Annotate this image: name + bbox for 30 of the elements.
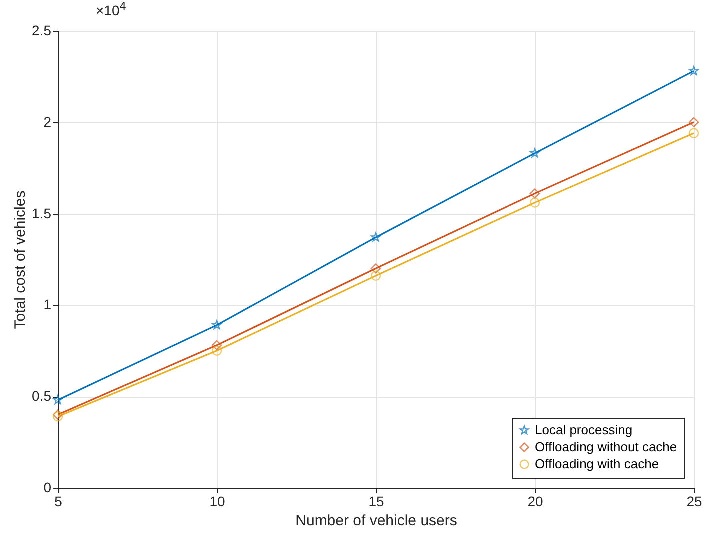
legend-label: Local processing [535, 422, 633, 438]
point [212, 320, 222, 330]
y-tick-label: 2 [44, 114, 52, 130]
point [689, 66, 699, 76]
x-tick-label: 20 [528, 494, 544, 510]
legend-label: Offloading without cache [535, 440, 678, 454]
y-tick-label: 2.5 [32, 22, 52, 38]
point [530, 148, 540, 158]
point [53, 395, 63, 404]
point [370, 264, 382, 274]
point [212, 346, 222, 356]
x-tick-label: 5 [54, 494, 63, 510]
y-tick-label: 0 [44, 480, 52, 496]
point [688, 117, 700, 128]
y-axis-title: Total cost of vehicles [12, 190, 30, 330]
y-tick-label: 0.5 [32, 388, 52, 404]
point [212, 340, 222, 350]
x-tick-label: 10 [210, 494, 226, 510]
point [688, 128, 700, 138]
point [371, 232, 381, 242]
x-axis-title: Number of vehicle users [296, 512, 458, 530]
y-tick-label: 1 [44, 296, 52, 313]
point [530, 188, 540, 199]
x-tick-label: 15 [368, 494, 384, 510]
point [370, 270, 382, 282]
text: ×10$^{4}$ [96, 0, 126, 19]
x-tick-label: 25 [686, 494, 702, 510]
point [530, 198, 540, 208]
y-tick-label: 1.5 [32, 205, 52, 222]
legend-label: Offloading with cache [535, 456, 660, 472]
